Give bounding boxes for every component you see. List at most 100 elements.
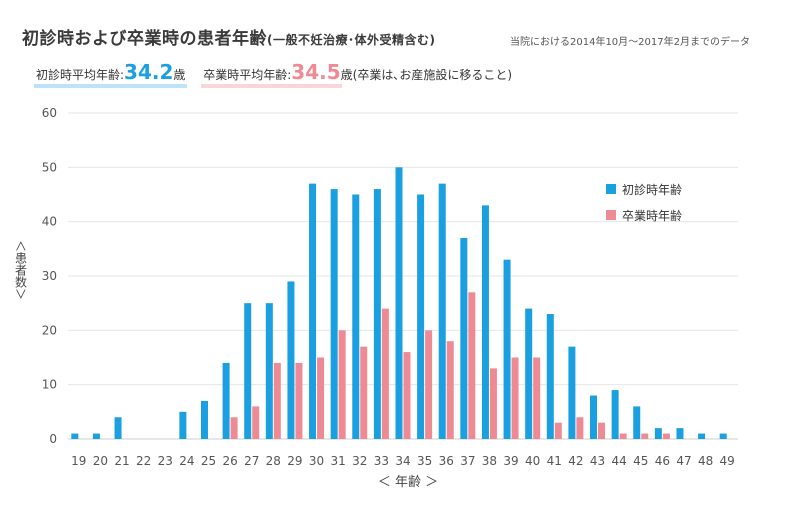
graduation-average-label: 卒業時平均年齢: [203,68,292,82]
bar-first-visit [373,189,381,439]
x-tick-label: 31 [331,454,346,468]
x-tick-label: 22 [136,454,151,468]
x-tick-label: 48 [698,454,713,468]
chart-title-sub: (一般不妊治療･体外受精含む) [267,33,436,47]
x-tick-label: 26 [222,454,237,468]
x-tick-label: 25 [201,454,216,468]
legend-label-first-visit: 初診時年齢 [622,182,682,197]
first-visit-average-value: 34.2 [124,60,174,84]
chart-title-main: 初診時および卒業時の患者年齢 [22,29,267,49]
bar-first-visit [395,167,403,440]
bar-graduation [619,433,627,439]
x-axis-label: ＜ 年齢 ＞ [378,475,438,490]
y-tick-label: 60 [42,106,57,120]
bar-graduation [641,433,649,439]
x-tick-label: 23 [158,454,173,468]
x-tick-label: 40 [525,454,540,468]
bar-graduation [533,357,541,439]
bar-first-visit [481,205,489,439]
bar-first-visit [590,395,598,439]
y-tick-label: 30 [42,269,57,283]
bar-first-visit [460,237,468,439]
x-tick-label: 44 [611,454,626,468]
first-visit-underline [34,84,188,88]
x-tick-label: 21 [114,454,129,468]
x-tick-label: 24 [179,454,194,468]
y-axis-label-text: ＜患者数＞ [13,240,28,301]
x-tick-label: 35 [417,454,432,468]
y-tick-label: 40 [42,215,57,229]
bar-first-visit [265,303,273,439]
x-tick-label: 28 [266,454,281,468]
x-tick-label: 46 [655,454,670,468]
y-tick-label: 10 [42,378,57,392]
bar-first-visit [244,303,252,439]
x-tick-label: 34 [395,454,410,468]
bar-first-visit [525,308,533,439]
bar-graduation [252,406,260,439]
x-tick-label: 49 [720,454,735,468]
bar-first-visit [438,183,446,439]
x-tick-label: 45 [633,454,648,468]
bar-graduation [403,352,411,439]
y-axis-label: ＜患者数＞ [12,240,28,304]
bar-graduation [468,292,476,439]
chart-title: 初診時および卒業時の患者年齢(一般不妊治療･体外受精含む) [22,24,435,49]
bar-graduation [425,330,433,439]
bar-first-visit [654,428,662,439]
y-tick-label: 20 [42,323,57,337]
x-tick-label: 36 [439,454,454,468]
x-tick-label: 47 [676,454,691,468]
bar-first-visit [633,406,641,439]
average-age-row: 初診時平均年齢:34.2歳 卒業時平均年齢:34.5歳(卒業は､お産施設に移るこ… [34,60,526,88]
graduation-underline [201,84,343,88]
x-tick-label: 33 [374,454,389,468]
bar-first-visit [676,428,684,439]
bar-graduation [230,417,238,439]
bar-first-visit [114,417,122,439]
x-tick-label: 19 [71,454,86,468]
bar-graduation [489,368,497,439]
x-tick-label: 30 [309,454,324,468]
bar-graduation [576,417,584,439]
bar-graduation [317,357,325,439]
x-tick-label: 39 [503,454,518,468]
bar-first-visit [352,194,360,439]
graduation-note: (卒業は､お産施設に移ること) [352,68,513,82]
first-visit-average-label: 初診時平均年齢: [36,68,125,82]
bar-graduation [446,341,454,439]
bar-first-visit [200,400,208,439]
first-visit-average-unit: 歳 [173,68,186,82]
bar-graduation [360,346,368,439]
x-tick-label: 43 [590,454,605,468]
data-period-note: 当院における2014年10月～2017年2月までのデータ [510,37,750,48]
x-tick-label: 20 [93,454,108,468]
bar-first-visit [179,411,187,439]
x-tick-label: 41 [547,454,562,468]
bar-first-visit [309,183,317,439]
y-tick-label: 0 [49,432,57,446]
bar-graduation [598,422,606,439]
bar-graduation [338,330,346,439]
first-visit-average: 初診時平均年齢:34.2歳 [34,60,188,88]
graduation-average-value: 34.5 [291,60,341,84]
bar-first-visit [546,314,554,439]
bar-graduation [381,308,389,439]
bar-graduation [662,433,670,439]
legend-swatch-graduation [606,210,616,220]
bar-first-visit [92,433,100,439]
bar-graduation [273,362,281,439]
bar-first-visit [417,194,425,439]
bar-graduation [511,357,519,439]
x-tick-label: 27 [244,454,259,468]
x-tick-label: 32 [352,454,367,468]
bar-first-visit [222,362,230,439]
graduation-average-unit: 歳 [340,68,353,82]
x-tick-label: 38 [482,454,497,468]
x-tick-label: 37 [460,454,475,468]
x-tick-label: 42 [568,454,583,468]
x-tick-label: 29 [287,454,302,468]
bar-first-visit [287,281,295,439]
bar-graduation [295,362,303,439]
bar-first-visit [503,259,511,439]
